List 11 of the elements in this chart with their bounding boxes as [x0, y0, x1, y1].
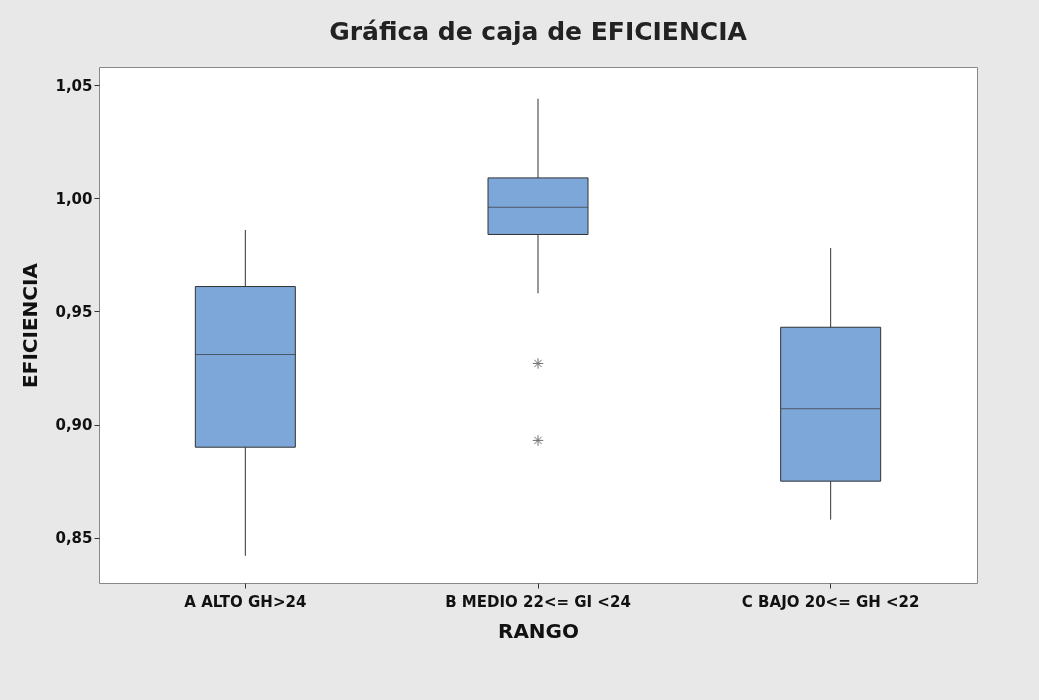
y-tick-label: 0,95 — [55, 302, 93, 321]
y-tick-label: 1,00 — [55, 189, 93, 208]
y-tick-label: 0,90 — [55, 416, 93, 435]
x-tick-label: A ALTO GH>24 — [184, 592, 307, 611]
y-tick-label: 0,85 — [55, 529, 93, 548]
y-axis-title: EFICIENCIA — [18, 262, 43, 388]
x-tick-label: C BAJO 20<= GH <22 — [741, 592, 920, 611]
x-axis-title: RANGO — [497, 618, 580, 643]
y-tick-label: 1,05 — [55, 76, 93, 95]
x-tick-label: B MEDIO 22<= GI <24 — [445, 592, 631, 611]
chart-title: Gráfica de caja de EFICIENCIA — [329, 17, 748, 46]
